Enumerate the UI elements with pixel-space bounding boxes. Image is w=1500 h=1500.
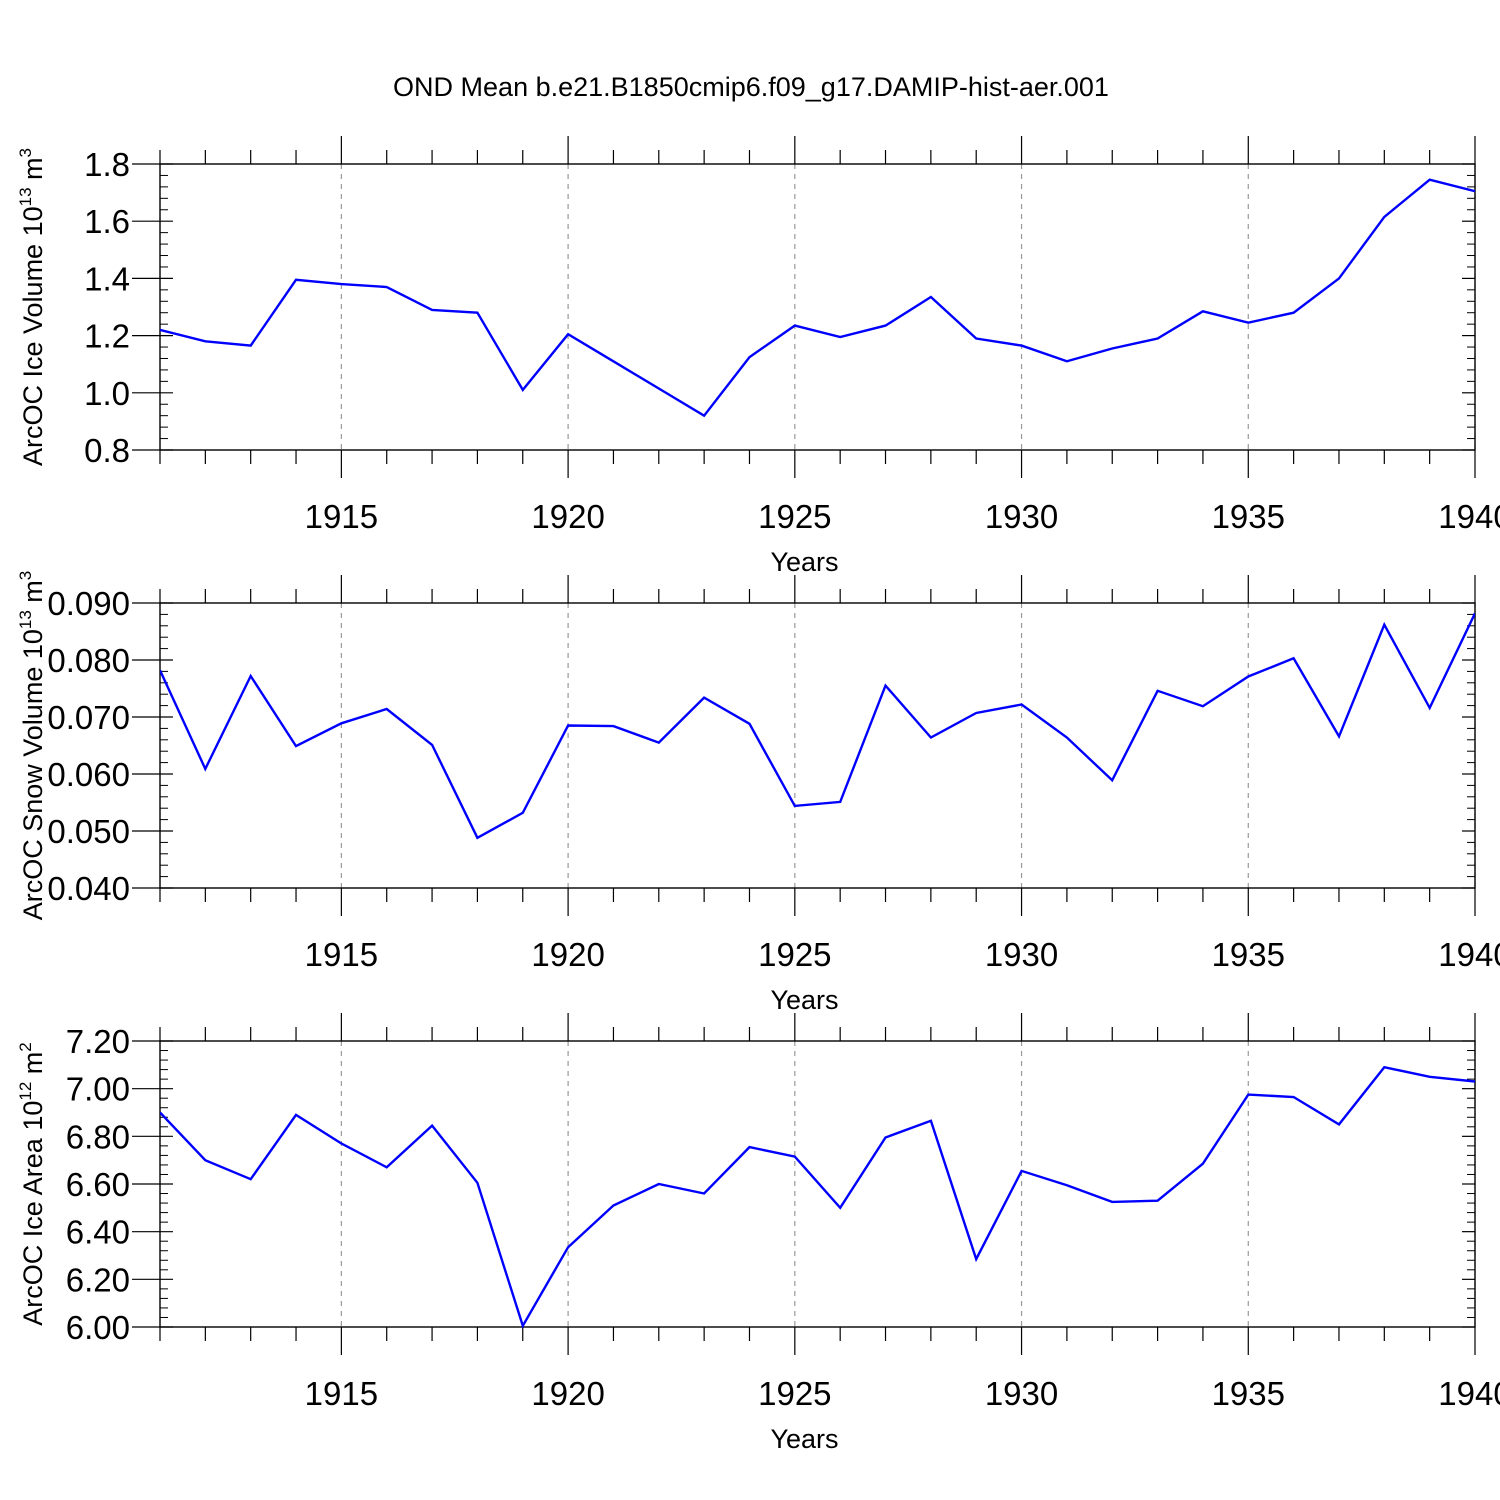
plot-frame — [159, 1040, 1476, 1328]
x-tick-label: 1915 — [305, 1375, 378, 1412]
y-tick-label: 7.00 — [66, 1071, 130, 1108]
y-tick-label: 7.20 — [66, 1023, 130, 1060]
chart-title: OND Mean b.e21.B1850cmip6.f09_g17.DAMIP-… — [393, 72, 1109, 102]
x-tick-label: 1920 — [531, 936, 604, 973]
y-tick-label: 6.00 — [66, 1309, 130, 1346]
y-axis-title: ArcOC Ice Area 1012 m2 — [16, 1042, 48, 1326]
x-tick-label: 1930 — [985, 498, 1058, 535]
y-tick-label: 1.6 — [84, 203, 130, 240]
y-tick-label: 6.80 — [66, 1118, 130, 1155]
x-axis-title: Years — [770, 547, 838, 577]
y-tick-label: 1.2 — [84, 318, 130, 355]
y-tick-label: 6.60 — [66, 1166, 130, 1203]
x-tick-label: 1935 — [1212, 498, 1285, 535]
y-tick-label: 0.8 — [84, 432, 130, 469]
plot-frame — [159, 163, 1476, 451]
y-tick-label: 1.8 — [84, 146, 130, 183]
x-axis-title: Years — [770, 1424, 838, 1454]
x-tick-label: 1920 — [531, 1375, 604, 1412]
y-tick-label: 0.040 — [47, 870, 130, 907]
y-axis-title: ArcOC Snow Volume 1013 m3 — [16, 571, 48, 921]
x-tick-label: 1940 — [1438, 1375, 1500, 1412]
x-tick-label: 1935 — [1212, 1375, 1285, 1412]
y-tick-label: 1.4 — [84, 260, 130, 297]
x-tick-label: 1925 — [758, 936, 831, 973]
x-tick-label: 1930 — [985, 1375, 1058, 1412]
series-line-1 — [160, 178, 1475, 418]
series-line-1 — [160, 612, 1475, 840]
x-tick-label: 1925 — [758, 498, 831, 535]
y-tick-label: 0.050 — [47, 813, 130, 850]
chart-panel-2: 0.040 0.050 0.060 0.070 0.080 0.090 1915 1920 19… — [16, 571, 1500, 1015]
y-tick-label: 0.080 — [47, 642, 130, 679]
x-tick-label: 1940 — [1438, 498, 1500, 535]
x-tick-label: 1915 — [305, 936, 378, 973]
y-tick-label: 1.0 — [84, 375, 130, 412]
y-tick-label: 6.40 — [66, 1214, 130, 1251]
x-tick-label: 1920 — [531, 498, 604, 535]
chart-panel-1: 0.8 1.0 1.2 1.4 1.6 1.8 1915 1920 1925 1930 1935 19… — [16, 136, 1500, 577]
plot-frame — [159, 602, 1476, 889]
x-tick-label: 1935 — [1212, 936, 1285, 973]
x-axis-title: Years — [770, 985, 838, 1015]
x-tick-label: 1925 — [758, 1375, 831, 1412]
x-tick-label: 1940 — [1438, 936, 1500, 973]
chart-panel-3: 6.00 6.20 6.40 6.60 6.80 7.00 7.20 1915 1920 1925… — [16, 1013, 1500, 1454]
x-tick-label: 1915 — [305, 498, 378, 535]
y-tick-label: 0.090 — [47, 585, 130, 622]
y-axis-title: ArcOC Ice Volume 1013 m3 — [16, 148, 48, 466]
y-tick-label: 0.070 — [47, 699, 130, 736]
series-line-1 — [160, 1065, 1475, 1329]
y-tick-label: 0.060 — [47, 756, 130, 793]
x-tick-label: 1930 — [985, 936, 1058, 973]
y-tick-label: 6.20 — [66, 1261, 130, 1298]
